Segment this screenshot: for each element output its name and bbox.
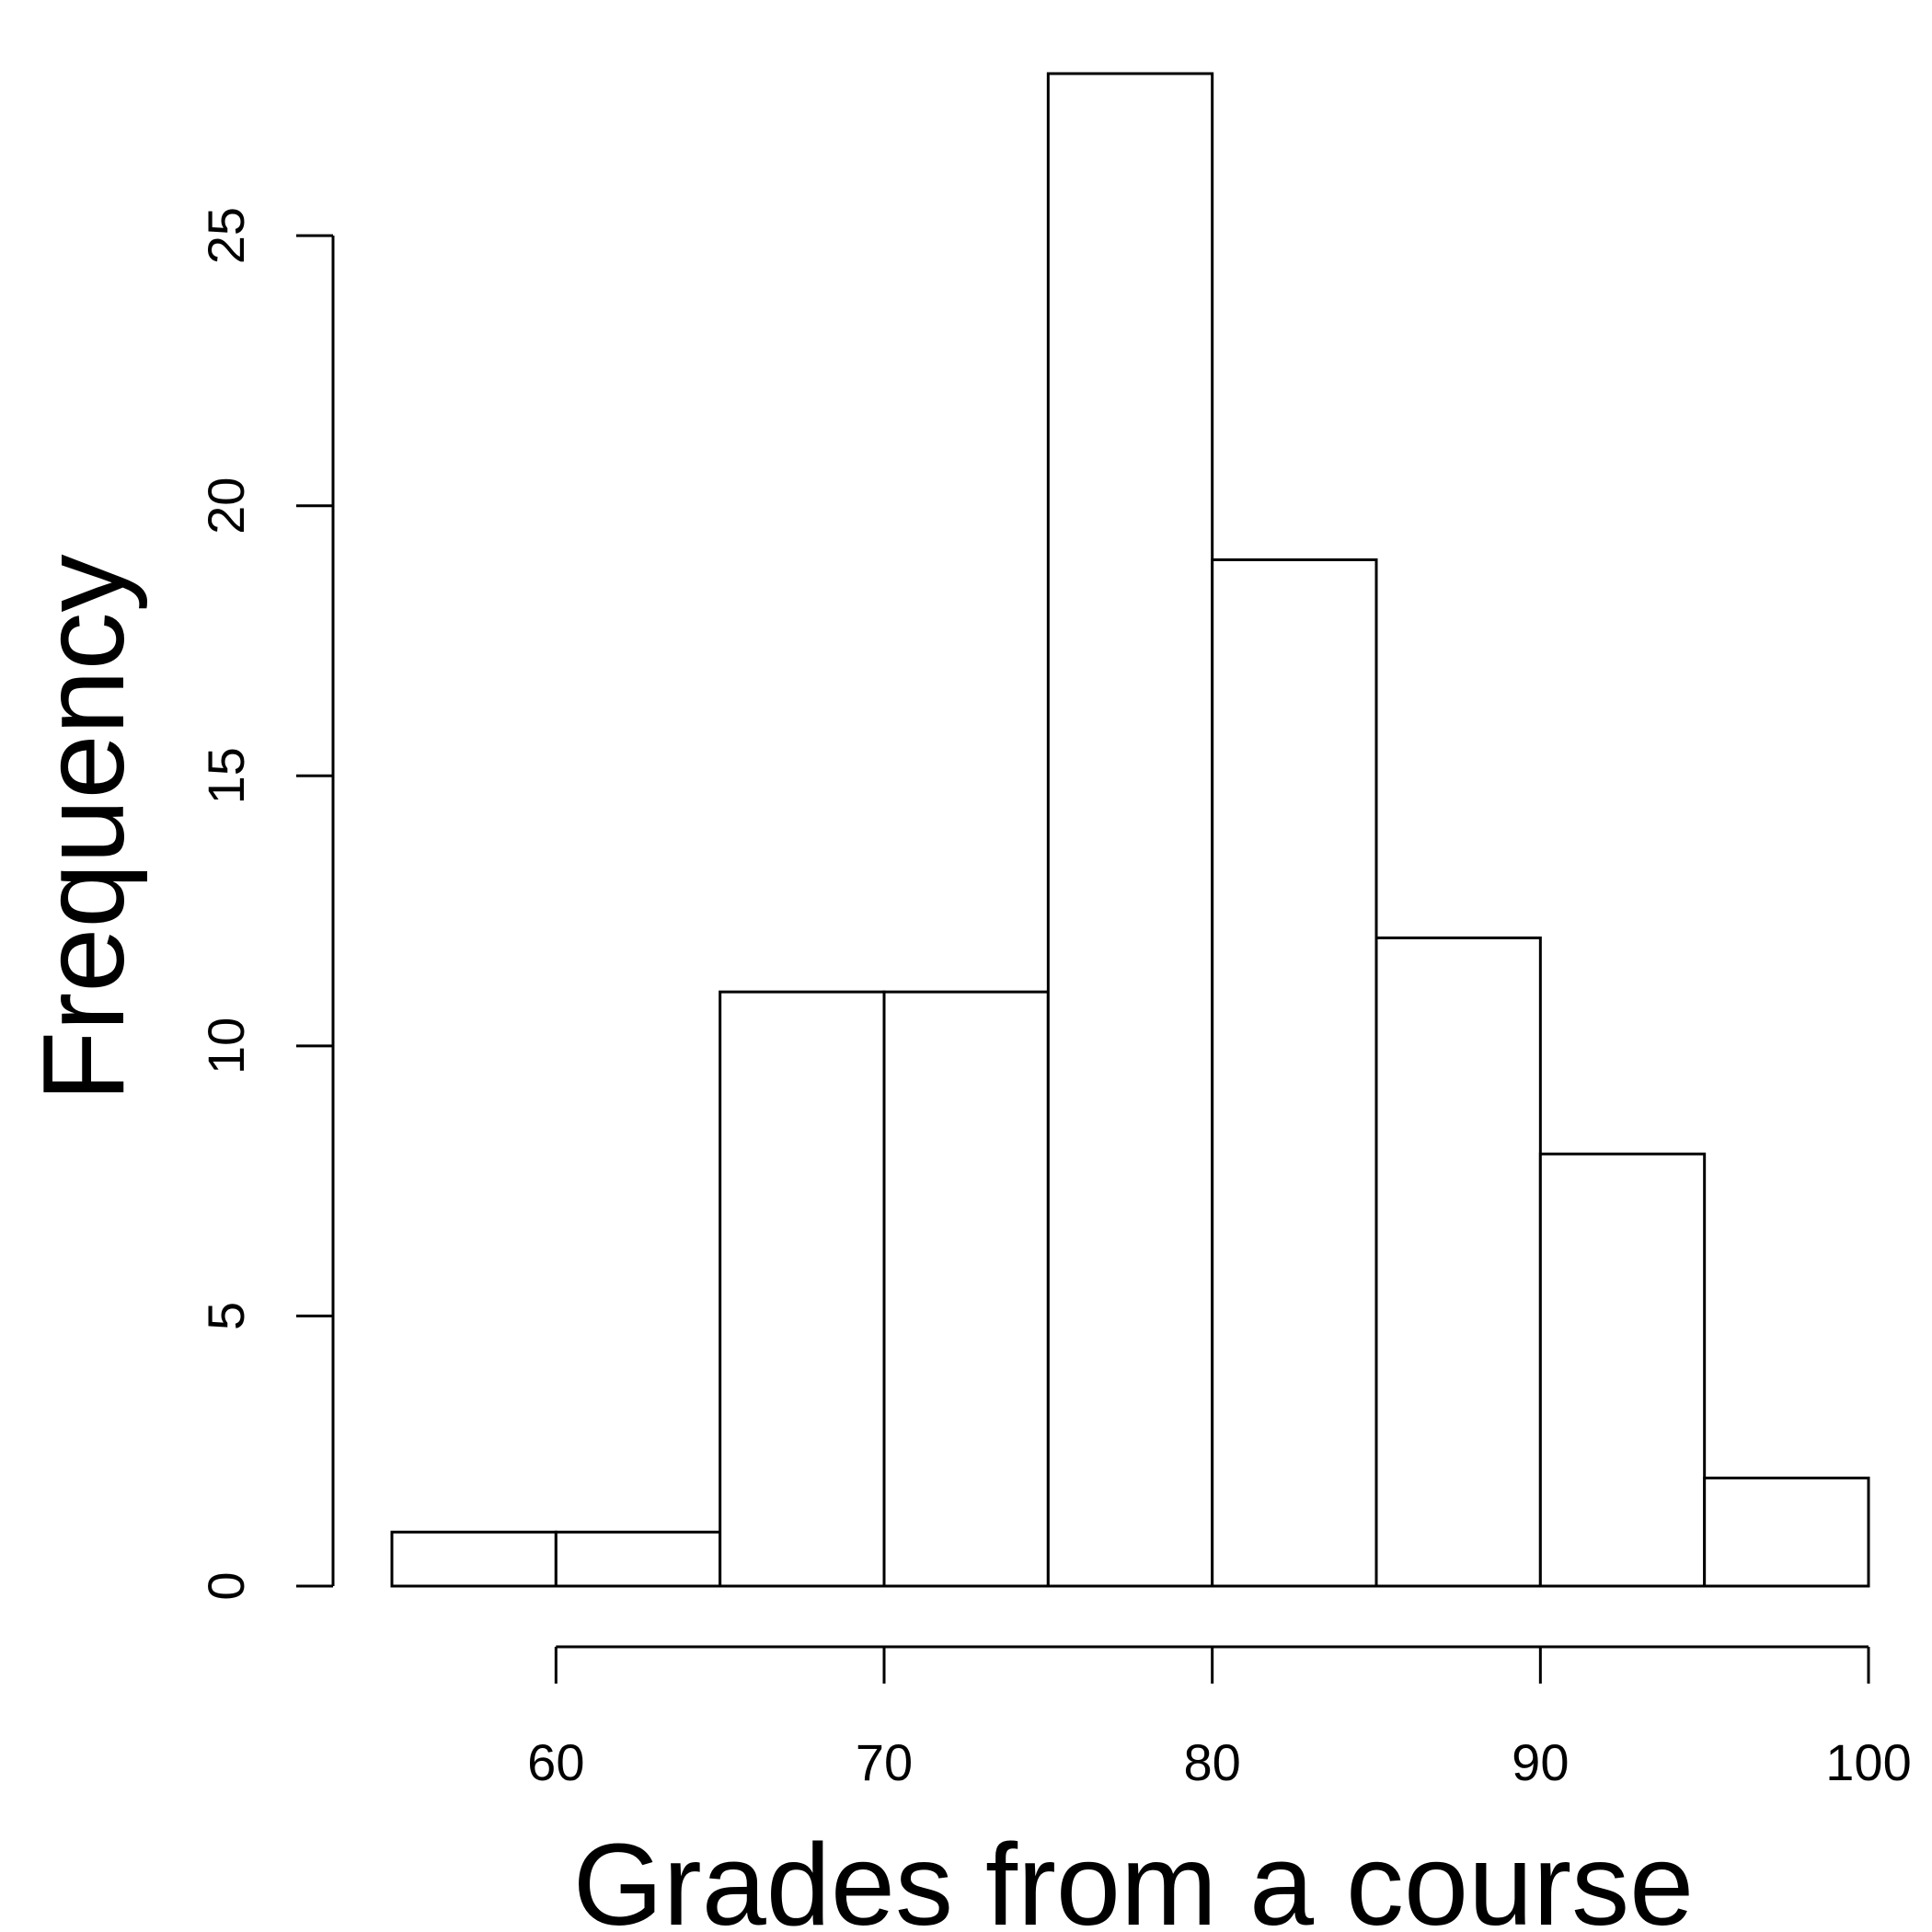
histogram-bar: [1211, 558, 1378, 1588]
histogram-bar: [390, 1530, 558, 1588]
histogram-bar: [1374, 936, 1542, 1588]
x-tick-label: 60: [527, 1733, 584, 1791]
x-tick-label: 100: [1825, 1733, 1911, 1791]
x-axis-title: Grades from a course: [573, 1820, 1694, 1932]
histogram-bar: [882, 990, 1050, 1588]
x-tick-label: 90: [1512, 1733, 1569, 1791]
histogram-bar: [1538, 1152, 1707, 1588]
x-tick-label: 70: [856, 1733, 913, 1791]
y-tick-label: 0: [197, 1571, 255, 1600]
histogram-bar: [554, 1530, 722, 1588]
histogram-bar: [719, 990, 886, 1588]
x-tick-label: 80: [1184, 1733, 1241, 1791]
x-axis: 60 70 80 90 100: [527, 1645, 1912, 1791]
y-tick-label: 10: [197, 1018, 255, 1075]
histogram-bar: [1703, 1477, 1870, 1588]
histogram-bar: [1046, 72, 1214, 1588]
y-tick-label: 25: [197, 207, 255, 264]
y-tick-label: 20: [197, 477, 255, 535]
y-tick-label: 5: [197, 1302, 255, 1330]
y-axis-title: Frequency: [18, 554, 148, 1101]
y-axis: 0 5 10 15 20 25: [197, 207, 335, 1601]
y-tick-label: 15: [197, 747, 255, 804]
histogram-bars: [390, 72, 1870, 1588]
